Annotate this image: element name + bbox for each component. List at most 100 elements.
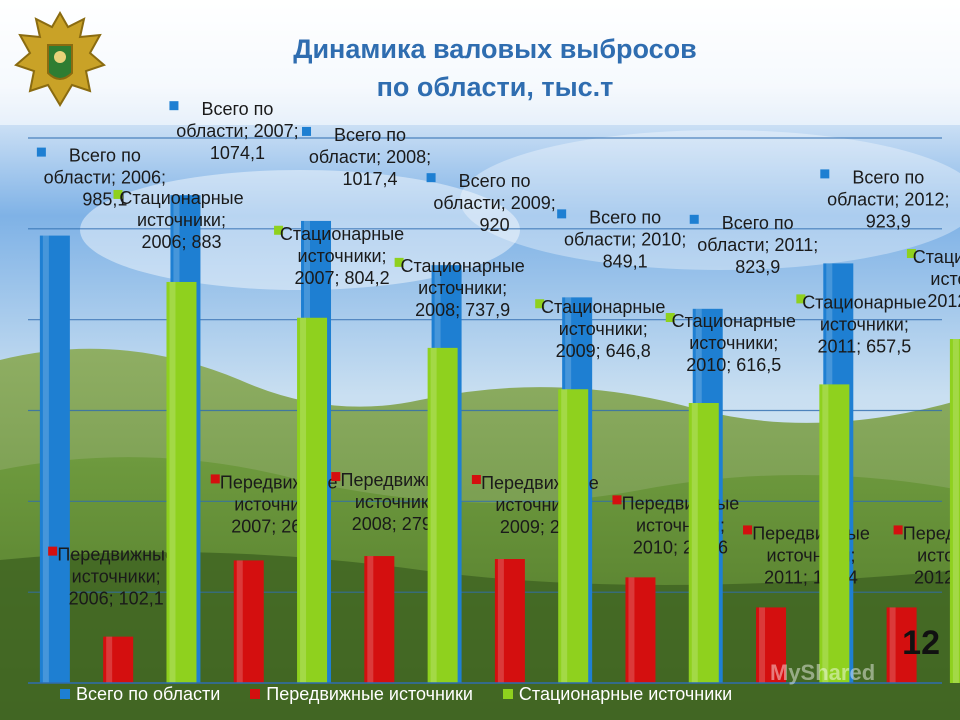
title-line-2: по области, тыс.т [376, 72, 614, 102]
bar-stationary-2006 [166, 281, 197, 683]
data-label-swatch [113, 189, 123, 199]
data-label-text: 2012; 757,4 [927, 291, 960, 311]
data-label-text: Стационарные [541, 297, 665, 317]
data-label-text: источники; [355, 492, 444, 512]
data-label-swatch [331, 472, 341, 482]
data-label-text: 849,1 [603, 251, 648, 271]
data-label-text: области; 2009; [433, 193, 555, 213]
data-label-text: источники; [917, 545, 960, 565]
bar-highlight [367, 556, 374, 683]
data-label-text: Всего по [69, 146, 141, 166]
data-label-swatch [274, 225, 284, 235]
data-label-text: источники; [559, 319, 648, 339]
bar-stationary-2009 [558, 389, 589, 683]
bar-stationary-2007 [297, 317, 328, 683]
data-label-swatch [36, 147, 46, 157]
legend-item-stationary: Стационарные источники [502, 682, 732, 706]
data-label-text: области; 2012; [827, 189, 949, 209]
data-label-text: Стационарные [280, 224, 404, 244]
bar-stationary-2010 [688, 403, 719, 683]
legend-swatch-total [60, 689, 70, 699]
bar-highlight [42, 235, 49, 684]
data-label-text: 2010; 616,5 [686, 355, 781, 375]
data-label-text: Передвижные [57, 545, 175, 565]
bar-highlight [822, 384, 829, 683]
title-line-1: Динамика валовых выбросов [293, 34, 697, 64]
data-label-text: источники; [820, 314, 909, 334]
bar-stationary-2008 [427, 347, 458, 683]
data-label-swatch [302, 126, 312, 136]
data-label-swatch [612, 495, 622, 505]
data-label-text: источники; [298, 246, 387, 266]
data-label-text: 1017,4 [342, 169, 397, 189]
legend-label-total: Всего по области [76, 683, 221, 704]
data-label-text: Стационарные [672, 311, 796, 331]
data-label-text: 920 [480, 215, 510, 235]
data-label-text: Передвижные [903, 523, 960, 543]
data-label-swatch [169, 101, 179, 111]
bar-mobile-2011 [756, 607, 787, 683]
legend-item-mobile: Передвижные источники [250, 682, 473, 706]
bar-total-2006 [39, 235, 70, 684]
bar-highlight [300, 317, 307, 683]
data-label-text: Всего по [852, 167, 924, 187]
bar-highlight [497, 559, 504, 683]
legend-swatch-mobile [250, 689, 261, 699]
data-label-swatch [48, 546, 58, 556]
bar-highlight [759, 607, 766, 683]
data-label-text: Всего по [589, 207, 661, 227]
data-label-text: области; 2007; [176, 121, 298, 141]
data-label-swatch [906, 249, 916, 259]
data-label-text: источники; [72, 567, 161, 587]
data-label-swatch [210, 474, 220, 484]
data-label-text: источники; [930, 269, 960, 289]
watermark: MyShared [770, 660, 876, 685]
data-label-text: 2006; 883 [141, 232, 221, 252]
bar-stationary-2011 [819, 384, 850, 683]
bar-mobile-2007 [233, 560, 264, 683]
data-label-text: Всего по [459, 171, 531, 191]
data-label-text: области; 2006; [44, 168, 166, 188]
data-label-text: 2006; 102,1 [69, 589, 164, 609]
bar-highlight [430, 347, 437, 683]
data-label-text: Стационарные [400, 256, 524, 276]
data-label-text: 2008; 279,5 [352, 514, 447, 534]
data-label-text: Стационарные [802, 292, 926, 312]
page-number: 12 [902, 624, 940, 662]
data-label-text: 2007; 804,2 [295, 268, 390, 288]
bar-mobile-2009 [494, 559, 525, 683]
data-label-swatch [535, 299, 545, 309]
data-label-text: Стационарные [913, 247, 960, 267]
bar-mobile-2008 [364, 556, 395, 683]
bar-highlight [236, 560, 243, 683]
data-label-text: Всего по [334, 125, 406, 145]
data-label-text: источники; [418, 278, 507, 298]
bar-highlight [561, 389, 568, 683]
bar-highlight [952, 339, 959, 683]
data-label-swatch [743, 525, 753, 535]
data-label-text: 923,9 [866, 211, 911, 231]
bar-stationary-2012 [949, 339, 960, 683]
bar-mobile-2006 [103, 636, 134, 683]
data-label-text: источники; [137, 210, 226, 230]
data-label-text: Всего по [722, 213, 794, 233]
data-label-text: Стационарные [119, 188, 243, 208]
data-label-swatch [796, 294, 806, 304]
bar-highlight [628, 577, 635, 683]
data-label-swatch [893, 525, 903, 535]
data-label-swatch [820, 169, 830, 179]
legend-label-mobile: Передвижные источники [266, 683, 473, 704]
data-label-text: 2011; 657,5 [817, 336, 911, 356]
data-label-swatch [689, 214, 699, 224]
data-label-text: 1074,1 [210, 143, 265, 163]
